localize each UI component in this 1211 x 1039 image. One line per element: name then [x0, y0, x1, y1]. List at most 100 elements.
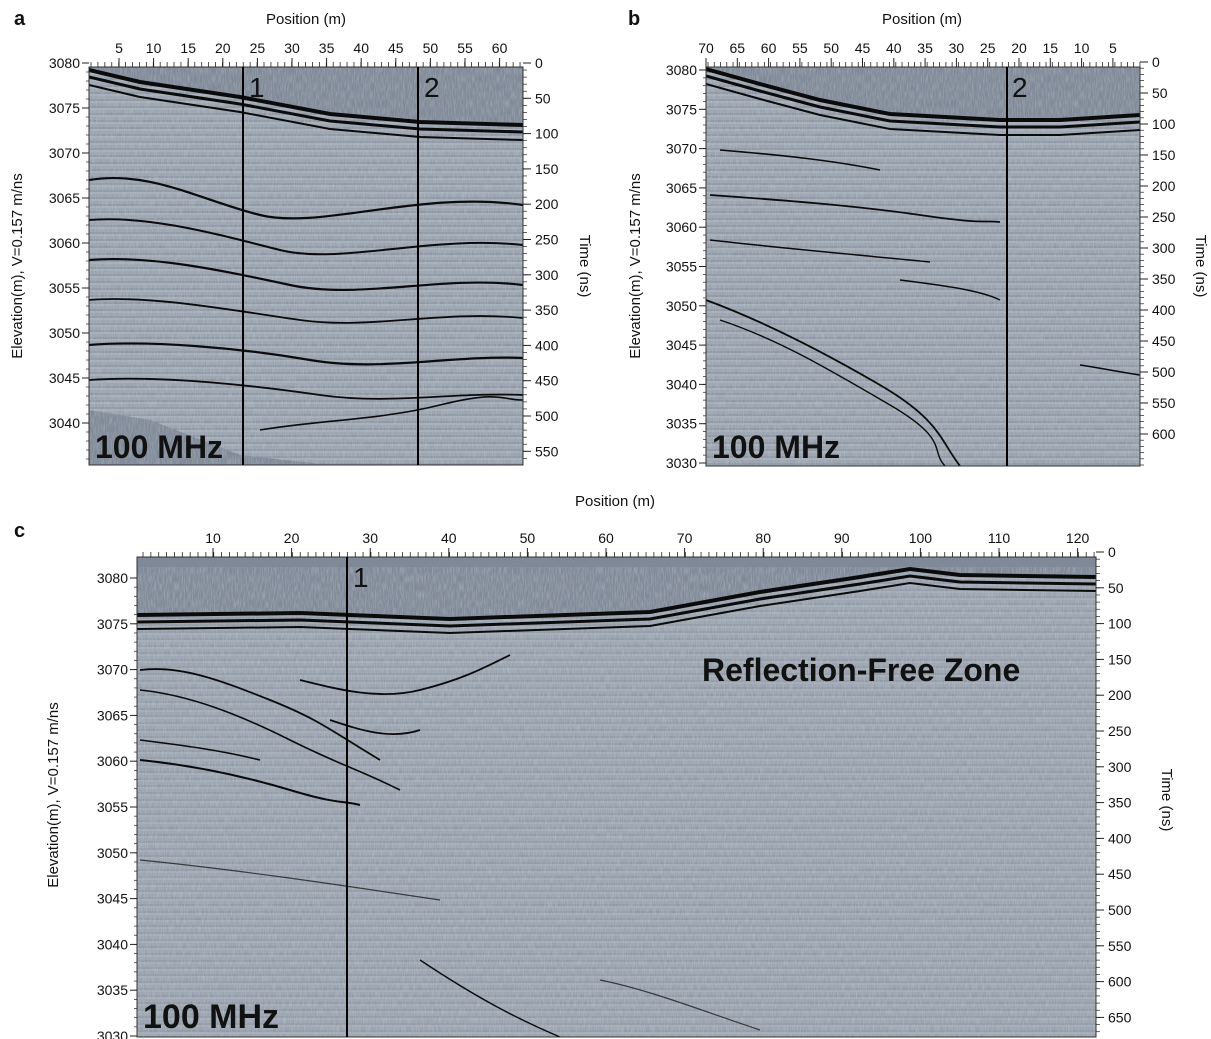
panel-a: 1 2 100 MHz 5 10 15 20 25 30 35 40 45 50 55 60 3080 3…: [9, 11, 593, 466]
c-x-tick-label: 20: [284, 530, 300, 546]
panel-a-label: a: [14, 8, 26, 30]
c-x-tick-label: 50: [520, 530, 536, 546]
c-elev-tick-label: 3080: [97, 570, 128, 586]
b-time-tick-label: 250: [1152, 209, 1176, 225]
panel-b-marker-2: 2: [1012, 72, 1028, 103]
a-time-tick-label: 150: [535, 161, 559, 177]
panel-a-left-title: Elevation(m), V=0.157 m/ns: [9, 173, 26, 359]
c-time-tick-label: 300: [1108, 759, 1132, 775]
b-time-tick-label: 450: [1152, 333, 1176, 349]
c-time-tick-label: 450: [1108, 866, 1132, 882]
a-x-tick-label: 40: [353, 40, 369, 56]
b-x-tick-label: 30: [949, 40, 965, 56]
panel-c: 1 100 MHz Reflection-Free Zone 10 20 30 40 5…: [45, 493, 1175, 1039]
b-elev-tick-label: 3035: [666, 416, 697, 432]
a-x-tick-label: 45: [388, 40, 404, 56]
c-elev-tick-label: 3050: [97, 845, 128, 861]
c-x-tick-label: 60: [598, 530, 614, 546]
a-elev-tick-label: 3045: [49, 370, 80, 386]
b-time-tick-label: 300: [1152, 240, 1176, 256]
a-x-tick-label: 10: [146, 40, 162, 56]
b-x-tick-label: 65: [730, 40, 746, 56]
panel-c-zone-label: Reflection-Free Zone: [702, 652, 1020, 688]
c-elev-tick-label: 3060: [97, 753, 128, 769]
panel-c-x-title: Position (m): [575, 493, 655, 510]
c-time-tick-label: 650: [1108, 1009, 1132, 1025]
a-x-tick-label: 55: [457, 40, 473, 56]
a-elev-tick-label: 3075: [49, 100, 80, 116]
a-time-tick-label: 350: [535, 302, 559, 318]
c-elev-tick-label: 3040: [97, 936, 128, 952]
c-time-tick-label: 600: [1108, 974, 1132, 990]
panel-a-marker-1: 1: [249, 72, 265, 103]
c-time-tick-label: 100: [1108, 616, 1132, 632]
a-time-tick-label: 0: [535, 55, 543, 71]
c-time-tick-label: 50: [1108, 580, 1124, 596]
b-time-tick-label: 350: [1152, 271, 1176, 287]
c-elev-tick-label: 3055: [97, 799, 128, 815]
b-elev-tick-label: 3030: [666, 455, 697, 471]
b-x-tick-label: 25: [980, 40, 996, 56]
a-time-tick-label: 100: [535, 126, 559, 142]
b-time-tick-label: 150: [1152, 147, 1176, 163]
b-elev-tick-label: 3060: [666, 219, 697, 235]
b-time-tick-label: 500: [1152, 364, 1176, 380]
panel-a-right-title: Time (ns): [576, 235, 593, 298]
panel-c-left-title: Elevation(m), V=0.157 m/ns: [45, 702, 62, 888]
b-x-tick-label: 60: [761, 40, 777, 56]
a-time-tick-label: 400: [535, 337, 559, 353]
b-time-tick-label: 550: [1152, 395, 1176, 411]
a-elev-tick-label: 3065: [49, 190, 80, 206]
panel-a-frame: [88, 66, 524, 466]
b-elev-tick-label: 3050: [666, 298, 697, 314]
panel-b: 2 100 MHz 70 65 60 55 50 45 40 35 30 25 20 15 10 5 308…: [627, 11, 1209, 471]
panel-a-frequency: 100 MHz: [95, 429, 223, 465]
panel-a-marker-2: 2: [424, 72, 440, 103]
c-x-tick-label: 100: [909, 530, 933, 546]
panel-b-reflectors: [706, 67, 1140, 466]
panel-c-marker-1: 1: [353, 562, 369, 593]
b-elev-tick-label: 3075: [666, 101, 697, 117]
a-x-tick-label: 35: [319, 40, 335, 56]
c-elev-tick-label: 3030: [97, 1028, 128, 1039]
b-x-tick-label: 15: [1043, 40, 1059, 56]
b-elev-tick-label: 3070: [666, 141, 697, 157]
b-time-tick-label: 100: [1152, 116, 1176, 132]
c-time-tick-label: 0: [1108, 544, 1116, 560]
c-time-tick-label: 550: [1108, 938, 1132, 954]
c-time-tick-label: 350: [1108, 795, 1132, 811]
b-x-tick-label: 35: [917, 40, 933, 56]
b-time-tick-label: 400: [1152, 302, 1176, 318]
b-x-tick-label: 10: [1074, 40, 1090, 56]
b-time-tick-label: 0: [1152, 54, 1160, 70]
panel-c-label: c: [14, 520, 26, 542]
panel-b-right-title: Time (ns): [1192, 235, 1209, 298]
a-time-tick-label: 500: [535, 408, 559, 424]
panel-a-x-title: Position (m): [266, 11, 346, 28]
c-x-tick-label: 110: [988, 530, 1011, 546]
c-elev-tick-label: 3075: [97, 616, 128, 632]
a-elev-tick-label: 3050: [49, 325, 80, 341]
b-elev-tick-label: 3045: [666, 337, 697, 353]
b-x-tick-label: 70: [698, 40, 714, 56]
panel-b-frequency: 100 MHz: [712, 429, 840, 465]
c-x-tick-label: 80: [755, 530, 771, 546]
a-x-tick-label: 60: [492, 40, 508, 56]
panel-a-reflectors: [89, 68, 523, 431]
c-elev-tick-label: 3035: [97, 982, 128, 998]
panel-b-label: b: [628, 8, 641, 30]
c-time-tick-label: 150: [1108, 651, 1132, 667]
a-x-tick-label: 15: [180, 40, 196, 56]
b-time-tick-label: 600: [1152, 426, 1176, 442]
panel-c-reflectors: [137, 566, 1096, 1037]
a-elev-tick-label: 3070: [49, 145, 80, 161]
a-time-tick-label: 50: [535, 90, 551, 106]
a-x-tick-label: 30: [284, 40, 300, 56]
a-elev-tick-label: 3040: [49, 415, 80, 431]
a-elev-tick-label: 3080: [49, 55, 80, 71]
b-time-tick-label: 50: [1152, 85, 1168, 101]
c-x-tick-label: 10: [205, 530, 221, 546]
a-time-tick-label: 300: [535, 267, 559, 283]
b-x-tick-label: 50: [823, 40, 839, 56]
